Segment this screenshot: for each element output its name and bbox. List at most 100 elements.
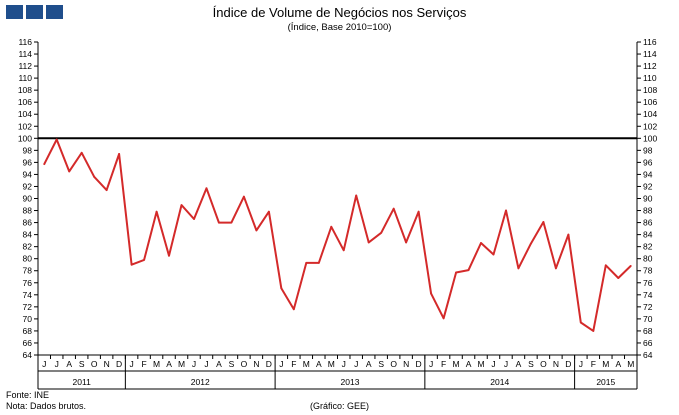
series-point [218, 221, 220, 224]
month-tick-label: S [528, 359, 534, 369]
y-tick-label-left: 78 [23, 266, 33, 276]
year-label: 2012 [191, 377, 210, 387]
y-tick-label-left: 70 [23, 314, 33, 324]
y-tick-label-left: 94 [23, 169, 33, 179]
y-tick-label-left: 74 [23, 290, 33, 300]
series-point [205, 187, 208, 190]
y-tick-label-right: 64 [643, 350, 653, 360]
series-point [243, 195, 245, 198]
y-tick-label-right: 80 [643, 254, 653, 264]
series-point [442, 317, 445, 320]
series-point [43, 163, 46, 166]
month-tick-label: A [66, 359, 72, 369]
series-point [455, 271, 457, 274]
y-tick-label-left: 110 [18, 73, 32, 83]
series-point [592, 330, 595, 332]
y-tick-label-left: 86 [23, 218, 33, 228]
series-point [554, 267, 557, 270]
y-tick-label-right: 82 [643, 242, 653, 252]
month-tick-label: S [229, 359, 235, 369]
y-tick-label-left: 68 [23, 326, 33, 336]
y-tick-label-left: 76 [23, 278, 33, 288]
series-point [93, 175, 96, 178]
y-tick-label-left: 92 [23, 181, 33, 191]
series-point [480, 242, 482, 244]
y-tick-label-right: 68 [643, 326, 653, 336]
y-tick-label-left: 106 [18, 97, 32, 107]
month-tick-label: N [403, 359, 409, 369]
series-point [530, 242, 532, 245]
y-tick-label-left: 104 [18, 109, 32, 119]
month-tick-label: J [429, 359, 433, 369]
y-tick-label-left: 72 [23, 302, 33, 312]
source-note: Fonte: INE [6, 390, 50, 400]
chart-subtitle: (Índice, Base 2010=100) [287, 22, 392, 33]
series-point [168, 254, 170, 257]
y-tick-label-left: 64 [23, 350, 33, 360]
series-point [392, 207, 395, 210]
y-tick-label-right: 106 [643, 97, 657, 107]
logo-square-1 [6, 5, 23, 19]
series-point [380, 231, 383, 234]
series-point [367, 241, 370, 244]
month-tick-label: M [328, 359, 335, 369]
chart-credit: (Gráfico: GEE) [310, 401, 370, 411]
y-tick-label-right: 66 [643, 338, 653, 348]
month-tick-label: O [390, 359, 397, 369]
month-tick-label: J [204, 359, 208, 369]
month-tick-label: J [55, 359, 59, 369]
series-point [330, 225, 333, 228]
series-point [267, 210, 270, 213]
month-tick-label: A [316, 359, 322, 369]
series-point [567, 233, 570, 236]
y-tick-label-right: 110 [643, 73, 657, 83]
y-tick-label-right: 96 [643, 157, 653, 167]
series-point [280, 287, 283, 290]
y-tick-label-left: 108 [18, 85, 32, 95]
y-tick-label-left: 112 [18, 61, 32, 71]
y-tick-label-right: 116 [643, 37, 657, 47]
y-tick-label-left: 66 [23, 338, 33, 348]
chart-title: Índice de Volume de Negócios nos Serviço… [212, 5, 467, 20]
month-tick-label: M [303, 359, 310, 369]
month-tick-label: J [579, 359, 583, 369]
series-point [155, 210, 158, 213]
series-point [80, 151, 83, 154]
series-point [617, 277, 620, 279]
y-tick-label-left: 84 [23, 230, 33, 240]
series-point [230, 221, 233, 224]
month-tick-label: O [241, 359, 248, 369]
month-tick-label: F [441, 359, 446, 369]
y-tick-label-right: 72 [643, 302, 653, 312]
y-tick-label-left: 114 [18, 49, 32, 59]
series-point [118, 153, 121, 155]
month-tick-label: D [416, 359, 422, 369]
y-tick-label-right: 70 [643, 314, 653, 324]
series-point [317, 262, 320, 264]
y-tick-label-left: 96 [23, 157, 33, 167]
series-point [417, 210, 420, 213]
year-label: 2014 [490, 377, 509, 387]
y-tick-label-right: 74 [643, 290, 653, 300]
month-tick-label: O [540, 359, 547, 369]
gee-logo-squares-icon [6, 5, 64, 19]
month-tick-label: M [178, 359, 185, 369]
month-tick-label: S [79, 359, 85, 369]
y-tick-label-right: 84 [643, 230, 653, 240]
logo-square-2 [26, 5, 43, 19]
y-tick-label-right: 78 [643, 266, 653, 276]
series-point [342, 249, 345, 252]
data-note: Nota: Dados brutos. [6, 401, 87, 411]
month-tick-label: O [91, 359, 98, 369]
month-tick-label: N [253, 359, 259, 369]
month-tick-label: A [216, 359, 222, 369]
y-tick-label-right: 88 [643, 206, 653, 216]
y-tick-label-right: 102 [643, 121, 657, 131]
series-point [467, 269, 470, 272]
year-label: 2015 [596, 377, 615, 387]
y-tick-label-right: 94 [643, 169, 653, 179]
y-tick-label-right: 108 [643, 85, 657, 95]
month-tick-label: J [342, 359, 346, 369]
month-tick-label: J [354, 359, 358, 369]
